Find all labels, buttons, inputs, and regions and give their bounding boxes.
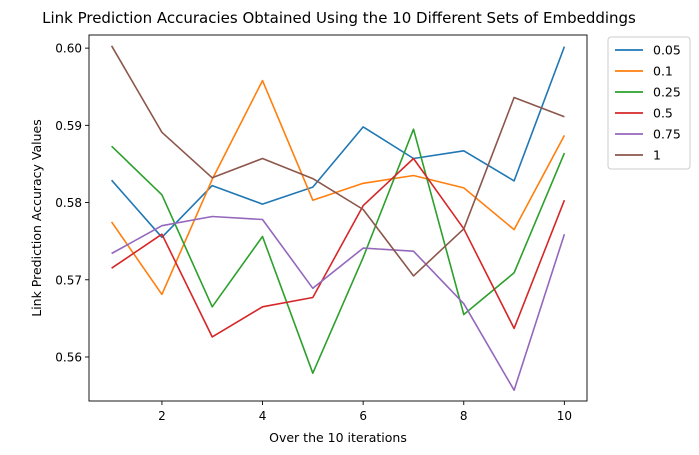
- series-line-3: [111, 157, 566, 338]
- x-axis-label: Over the 10 iterations: [269, 430, 407, 445]
- legend: 0.05 0.1 0.25 0.5 0.75 1: [607, 36, 691, 170]
- x-tick-label: 4: [259, 409, 267, 423]
- legend-label: 0.25: [653, 85, 681, 100]
- series-line-2: [111, 128, 566, 375]
- x-tick-label: 8: [460, 409, 468, 423]
- x-tick-label: 6: [359, 409, 367, 423]
- series-line-1: [110, 79, 566, 296]
- legend-label: 1: [653, 148, 661, 163]
- plot-area: [110, 45, 566, 392]
- legend-label: 0.1: [653, 64, 673, 79]
- series-line-4: [111, 215, 566, 392]
- x-tick-label: 10: [557, 409, 572, 423]
- legend-label: 0.05: [653, 43, 681, 58]
- y-tick-label: 0.56: [55, 350, 82, 364]
- y-tick-label: 0.57: [55, 273, 82, 287]
- axis-ticks: 2 4 6 8 10 0.56 0.57 0.58 0.59 0.60: [55, 42, 572, 423]
- chart-title: Link Prediction Accuracies Obtained Usin…: [42, 9, 636, 27]
- series-line-0: [110, 46, 566, 239]
- y-tick-label: 0.58: [55, 196, 82, 210]
- series-line-5: [110, 45, 565, 277]
- legend-label: 0.5: [653, 106, 673, 121]
- y-axis-label: Link Prediction Accuracy Values: [29, 119, 44, 317]
- legend-label: 0.75: [653, 127, 681, 142]
- y-tick-label: 0.59: [55, 119, 82, 133]
- y-tick-label: 0.60: [55, 42, 82, 56]
- x-tick-label: 2: [158, 409, 166, 423]
- legend-box: [607, 36, 691, 170]
- plot-frame: [88, 34, 588, 402]
